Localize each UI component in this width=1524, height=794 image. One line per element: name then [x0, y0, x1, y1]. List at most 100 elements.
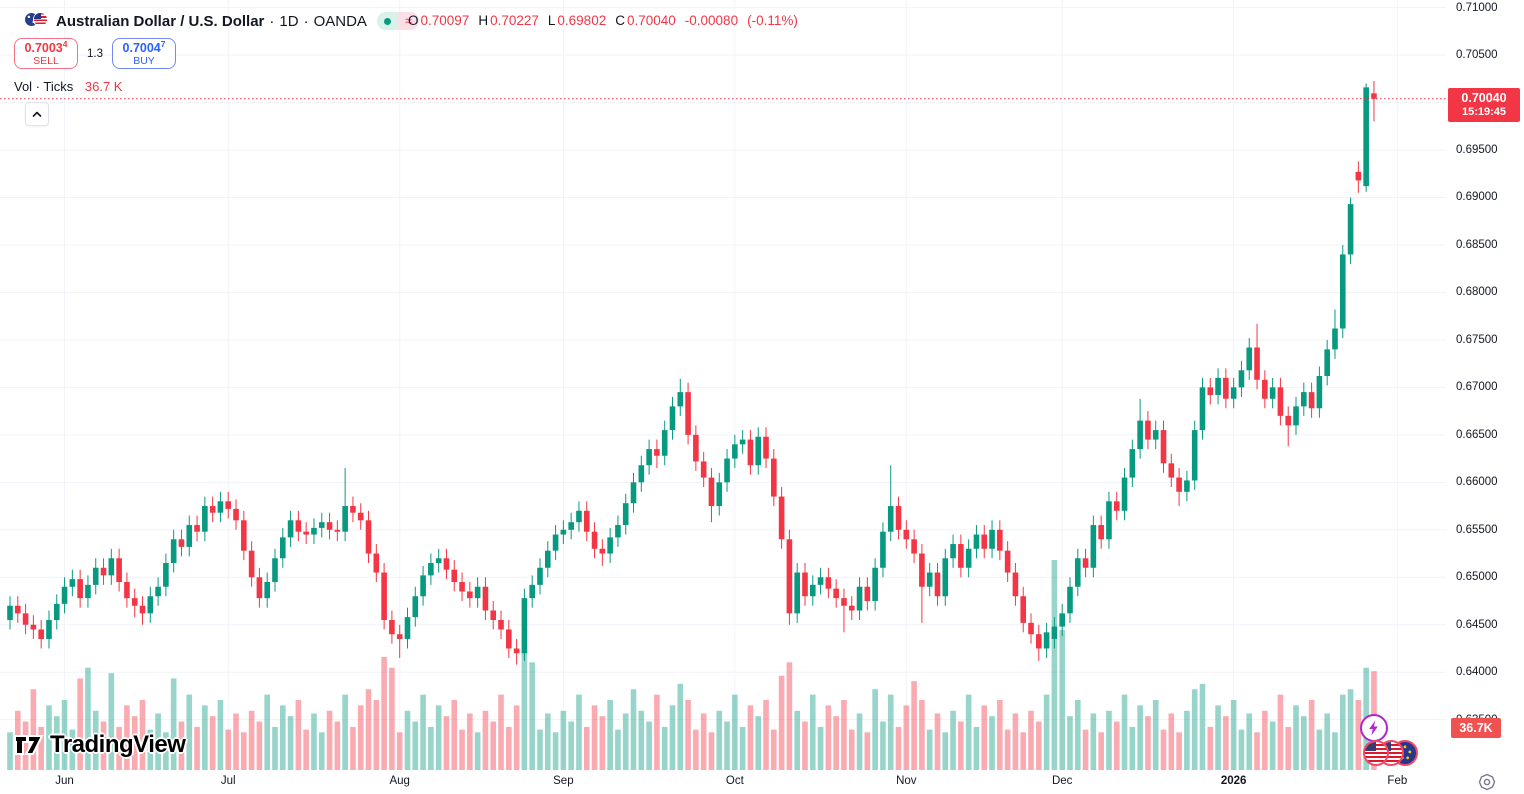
timeframe-label[interactable]: 1D [279, 12, 299, 30]
volume-bar [163, 732, 169, 770]
price-tick-label: 0.70500 [1456, 49, 1498, 62]
time-axis[interactable]: Jun Jul Aug Sep Oct Nov Dec 2026 Feb [0, 770, 1524, 794]
candle-body [1191, 430, 1198, 481]
volume-bar [420, 694, 426, 770]
candle-body [147, 596, 154, 614]
volume-bar [919, 700, 925, 770]
volume-bar [233, 713, 239, 770]
volume-bar [334, 721, 341, 770]
candle-body [225, 501, 232, 509]
candle-body [303, 531, 309, 535]
volume-bar [1012, 713, 1019, 770]
volume-bar [428, 726, 434, 770]
volume-bar [537, 729, 543, 770]
candle-body [1285, 415, 1292, 426]
volume-indicator-legend[interactable]: Vol · Ticks 36.7 K [14, 79, 122, 94]
volume-bar [77, 678, 83, 770]
candle-body [186, 525, 193, 547]
buy-button-label: BUY [133, 55, 155, 68]
candle-body [287, 520, 294, 538]
exchange-label[interactable]: OANDA [313, 12, 367, 30]
volume-bar [817, 726, 824, 770]
candle-body [1043, 632, 1050, 649]
volume-bar [1051, 560, 1058, 770]
candle-body [46, 619, 52, 639]
candle-body [1254, 347, 1260, 380]
volume-bar [186, 694, 193, 770]
candle-body [1184, 480, 1190, 492]
candle-body [1098, 525, 1104, 540]
candle-body [1363, 87, 1369, 187]
candle-body [428, 563, 434, 576]
collapse-legend-button[interactable] [25, 102, 49, 126]
price-axis[interactable]: 0.635000.640000.645000.650000.655000.660… [1446, 0, 1524, 770]
candle-body [1168, 463, 1175, 478]
volume-bar [272, 726, 278, 770]
candle-body [911, 539, 917, 554]
volume-bar [732, 694, 738, 770]
volume-bar [318, 732, 325, 770]
volume-bar [997, 700, 1003, 770]
candle-body [170, 539, 177, 564]
market-status-pill[interactable]: ≈ [376, 12, 419, 30]
volume-bar [825, 705, 832, 770]
volume-bar [638, 710, 645, 770]
volume-bar [170, 678, 177, 770]
volume-bar [1074, 700, 1081, 770]
chart-settings-button[interactable] [1477, 772, 1497, 792]
volume-bar [30, 689, 37, 770]
candle-body [732, 444, 738, 459]
candle-body [669, 406, 676, 431]
candle-body [607, 537, 613, 554]
price-tick-label: 0.64500 [1456, 618, 1498, 631]
volume-indicator-name: Vol · Ticks [14, 79, 74, 94]
volume-bar [1332, 732, 1338, 770]
bar-countdown: 15:19:45 [1461, 105, 1507, 118]
economic-event-lightning-icon[interactable] [1360, 714, 1388, 742]
candle-body [599, 548, 606, 554]
candle-body [856, 586, 863, 611]
candle-body [1223, 377, 1229, 399]
volume-indicator-value: 36.7 K [84, 79, 123, 94]
candle-body [1059, 613, 1065, 627]
volume-bar [279, 705, 286, 770]
candle-body [771, 458, 777, 497]
candle-body [1339, 254, 1346, 329]
volume-bar [1129, 726, 1136, 770]
candle-body [942, 558, 949, 597]
open-label: O [408, 13, 419, 28]
candle-body [318, 522, 325, 528]
candle-body [482, 586, 489, 611]
economic-event-flag-us-icon[interactable] [1363, 740, 1389, 766]
volume-bar [443, 716, 450, 770]
sell-button[interactable]: 0.70034 SELL [14, 38, 78, 69]
candle-body [552, 534, 559, 551]
last-price-label[interactable]: 0.70040 15:19:45 [1448, 88, 1520, 122]
volume-bar [1277, 694, 1284, 770]
candle-body [568, 522, 574, 530]
candle-body [958, 544, 964, 568]
candle-body [178, 539, 185, 547]
candle-body [381, 572, 387, 620]
candle-body [630, 482, 637, 504]
candle-body [872, 567, 878, 601]
candle-body [357, 512, 364, 521]
candle-body [233, 508, 239, 521]
volume-bar [498, 694, 504, 770]
volume-bar [1113, 721, 1120, 770]
candle-body [1293, 406, 1299, 426]
buy-button[interactable]: 0.70047 BUY [112, 38, 176, 69]
volume-bar [225, 729, 232, 770]
volume-bar [809, 694, 816, 770]
candle-body [1246, 347, 1253, 371]
candle-body [997, 529, 1003, 551]
candle-body [544, 550, 551, 568]
approx-price-icon: ≈ [397, 12, 419, 30]
candle-body [506, 629, 512, 649]
time-tick-label: Nov [896, 775, 917, 787]
symbol-title[interactable]: Australian Dollar / U.S. Dollar [56, 12, 265, 30]
volume-bar [459, 729, 465, 770]
tradingview-watermark[interactable]: TradingView [14, 731, 186, 759]
volume-bar [778, 675, 785, 770]
